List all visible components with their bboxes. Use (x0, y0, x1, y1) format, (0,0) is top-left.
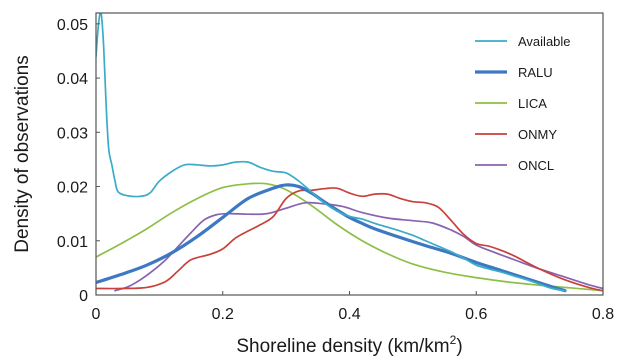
series-line-ralu (96, 183, 567, 293)
legend: Available RALU LICA ONMY ONCL (475, 34, 571, 173)
y-tick-label: 0.05 (57, 17, 88, 34)
series-line-oncl (114, 201, 603, 292)
y-tick-label: 0 (79, 288, 88, 305)
x-tick-label: 0.8 (592, 306, 614, 323)
y-tick-label: 0.01 (57, 234, 88, 251)
legend-label-oncl: ONCL (518, 158, 554, 173)
series-line-available (96, 13, 566, 292)
x-axis-title: Shoreline density (km/km2) (236, 333, 462, 357)
x-tick-label: 0.2 (212, 306, 234, 323)
x-axis-ticks: 0 0.2 0.4 0.6 0.8 (92, 291, 614, 323)
x-tick-label: 0.4 (338, 306, 360, 323)
x-axis-title-end: ) (456, 336, 462, 357)
y-tick-label: 0.04 (57, 71, 88, 88)
series-line-lica (96, 182, 603, 292)
plot-lines (96, 13, 603, 293)
x-tick-label: 0.6 (465, 306, 487, 323)
legend-label-onmy: ONMY (518, 127, 557, 142)
legend-label-lica: LICA (518, 96, 547, 111)
x-tick-label: 0 (92, 306, 101, 323)
y-tick-label: 0.02 (57, 180, 88, 197)
legend-label-available: Available (518, 34, 571, 49)
series-line-onmy (96, 187, 603, 292)
legend-label-ralu: RALU (518, 65, 553, 80)
x-axis-title-superscript: 2 (450, 333, 457, 347)
y-axis-title: Density of observations (12, 55, 33, 253)
x-axis-title-main: Shoreline density (km/km (236, 336, 449, 357)
y-tick-label: 0.03 (57, 125, 88, 142)
y-axis-ticks: 0 0.01 0.02 0.03 0.04 0.05 (57, 17, 100, 305)
